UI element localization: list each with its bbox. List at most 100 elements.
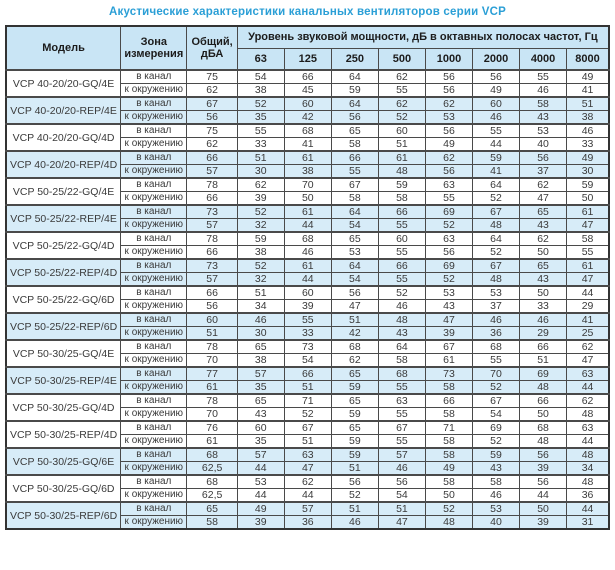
- table-row: VCP 40-20/20-REP/4E в канал 67 52 60 64 62 62 60…: [5, 96, 610, 125]
- zone-cell: к окружению: [120, 164, 188, 179]
- band-cell: 44: [283, 272, 332, 287]
- band-cell: 39: [519, 461, 568, 476]
- band-cell: 59: [471, 150, 521, 165]
- band-cell: 38: [283, 164, 332, 179]
- band-cell: 51: [566, 96, 610, 111]
- model-cell: VCP 40-20/20-GQ/4E: [5, 69, 122, 98]
- total-cell: 65: [186, 501, 238, 516]
- band-cell: 44: [566, 434, 610, 449]
- band-cell: 36: [566, 488, 610, 503]
- band-cell: 48: [566, 474, 610, 489]
- table-row: VCP 40-20/20-GQ/4E в канал 75 54 66 64 62 56 56 5…: [5, 69, 610, 98]
- band-cell: 32: [236, 218, 285, 233]
- band-cell: 46: [566, 123, 610, 138]
- band-cell: 68: [377, 366, 426, 381]
- band-cell: 43: [519, 218, 568, 233]
- band-cell: 43: [236, 407, 285, 422]
- band-cell: 44: [283, 218, 332, 233]
- zone-cell: в канал: [120, 204, 188, 219]
- band-cell: 64: [330, 204, 379, 219]
- total-cell: 78: [186, 231, 238, 246]
- band-cell: 56: [330, 474, 379, 489]
- column-header-freq-1000: 1000: [424, 47, 473, 71]
- band-cell: 33: [566, 137, 610, 152]
- zone-cell: к окружению: [120, 515, 188, 530]
- band-cell: 68: [519, 420, 568, 435]
- band-cell: 49: [236, 501, 285, 516]
- band-cell: 55: [377, 272, 426, 287]
- band-cell: 58: [566, 231, 610, 246]
- band-cell: 62: [377, 69, 426, 84]
- table-row: к окружению 70 38 54 62 58 61 55 51 47: [6, 353, 610, 368]
- zone-cell: к окружению: [120, 326, 188, 341]
- band-cell: 52: [424, 501, 473, 516]
- band-cell: 57: [283, 501, 332, 516]
- table-row: к окружению 58 39 36 46 47 48 40 39 31: [6, 515, 610, 530]
- band-cell: 57: [236, 447, 285, 462]
- column-header-freq-500: 500: [377, 47, 426, 71]
- band-cell: 46: [471, 488, 521, 503]
- band-cell: 54: [236, 69, 285, 84]
- band-cell: 67: [471, 258, 521, 273]
- table-header: Модель Зона измерения Общий, дБА Уровень…: [5, 25, 610, 71]
- band-cell: 32: [236, 272, 285, 287]
- band-cell: 29: [566, 299, 610, 314]
- band-cell: 52: [471, 380, 521, 395]
- band-cell: 25: [566, 326, 610, 341]
- band-cell: 42: [330, 326, 379, 341]
- band-cell: 53: [471, 501, 521, 516]
- band-cell: 51: [519, 353, 568, 368]
- zone-cell: в канал: [120, 474, 188, 489]
- band-cell: 39: [519, 515, 568, 530]
- band-cell: 55: [566, 245, 610, 260]
- band-cell: 68: [283, 231, 332, 246]
- band-cell: 73: [424, 366, 473, 381]
- table-row: к окружению 57 32 44 54 55 52 48 43 47: [6, 218, 610, 233]
- band-cell: 65: [330, 420, 379, 435]
- band-cell: 63: [566, 420, 610, 435]
- band-cell: 58: [377, 353, 426, 368]
- band-cell: 55: [330, 164, 379, 179]
- band-cell: 45: [283, 83, 332, 98]
- zone-cell: к окружению: [120, 110, 188, 125]
- band-cell: 59: [377, 177, 426, 192]
- model-cell: VCP 50-30/25-GQ/4E: [5, 339, 122, 368]
- band-cell: 30: [566, 164, 610, 179]
- table-row: к окружению 62,5 44 44 52 54 50 46 44 36: [6, 488, 610, 503]
- band-cell: 55: [471, 123, 521, 138]
- table-row: к окружению 62,5 44 47 51 46 49 43 39 34: [6, 461, 610, 476]
- band-cell: 56: [377, 474, 426, 489]
- total-cell: 77: [186, 366, 238, 381]
- band-cell: 60: [377, 231, 426, 246]
- band-cell: 60: [471, 96, 521, 111]
- model-cell: VCP 50-30/25-GQ/6E: [5, 447, 122, 476]
- band-cell: 47: [330, 299, 379, 314]
- total-cell: 56: [186, 299, 238, 314]
- band-cell: 34: [236, 299, 285, 314]
- band-cell: 61: [566, 258, 610, 273]
- model-cell: VCP 50-25/22-REP/4D: [5, 258, 122, 287]
- band-cell: 64: [471, 177, 521, 192]
- column-header-freq-4000: 4000: [519, 47, 568, 71]
- zone-cell: в канал: [120, 69, 188, 84]
- band-cell: 36: [471, 326, 521, 341]
- band-cell: 44: [471, 137, 521, 152]
- band-cell: 59: [330, 447, 379, 462]
- model-cell: VCP 40-20/20-REP/4E: [5, 96, 122, 125]
- zone-cell: в канал: [120, 339, 188, 354]
- band-cell: 52: [471, 191, 521, 206]
- band-cell: 66: [424, 393, 473, 408]
- total-cell: 57: [186, 218, 238, 233]
- band-cell: 51: [330, 312, 379, 327]
- band-cell: 55: [377, 407, 426, 422]
- band-cell: 59: [330, 407, 379, 422]
- zone-cell: к окружению: [120, 434, 188, 449]
- table-row: к окружению 57 30 38 55 48 56 41 37 30: [6, 164, 610, 179]
- band-cell: 52: [283, 407, 332, 422]
- model-cell: VCP 50-30/25-GQ/6D: [5, 474, 122, 503]
- band-cell: 53: [424, 110, 473, 125]
- zone-cell: к окружению: [120, 137, 188, 152]
- band-cell: 61: [283, 204, 332, 219]
- band-cell: 64: [330, 96, 379, 111]
- band-cell: 66: [283, 69, 332, 84]
